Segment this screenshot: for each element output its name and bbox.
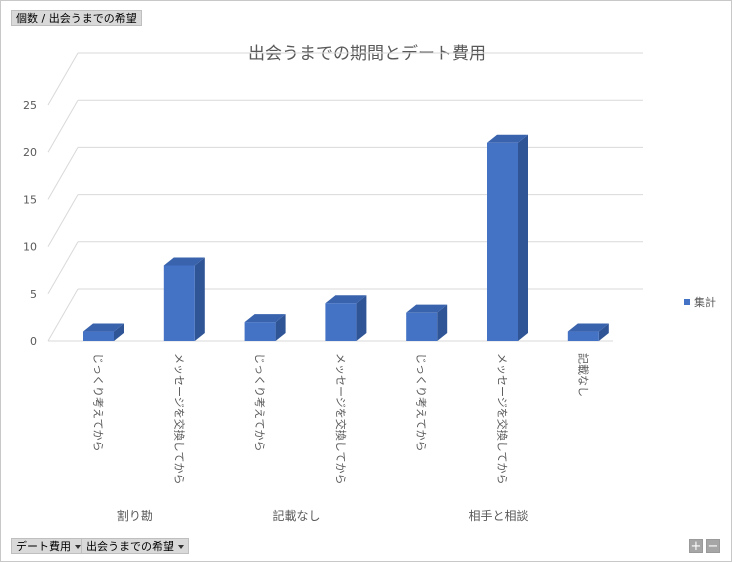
bar-front bbox=[244, 322, 276, 341]
legend-swatch bbox=[684, 299, 690, 305]
bars bbox=[83, 134, 609, 341]
gridline-diagonal bbox=[47, 194, 79, 247]
bar-side bbox=[114, 323, 124, 341]
y-tick-label: 5 bbox=[30, 288, 37, 301]
x-tick-label: メッセージを交換してから bbox=[172, 353, 186, 484]
bar bbox=[487, 134, 528, 341]
gridline-diagonal bbox=[47, 147, 79, 200]
bar-front bbox=[163, 265, 195, 341]
bar bbox=[406, 304, 448, 341]
bar bbox=[163, 257, 205, 341]
x-axis-group-labels: 割り勘 記載なし 相手と相談 bbox=[117, 508, 529, 523]
x-tick-label: じっくり考えてから bbox=[92, 353, 105, 451]
bar-front bbox=[567, 331, 599, 341]
bar-side bbox=[598, 323, 609, 341]
gridline-diagonal bbox=[47, 99, 79, 153]
bar-side bbox=[437, 304, 448, 341]
x-tick-label: じっくり考えてから bbox=[415, 353, 428, 451]
axis-field-button-date-cost[interactable]: デート費用 bbox=[11, 538, 86, 554]
y-tick-label: 25 bbox=[23, 99, 37, 112]
y-tick-label: 20 bbox=[23, 146, 37, 159]
bar bbox=[244, 314, 286, 341]
bar-front bbox=[406, 312, 438, 341]
value-field-button[interactable]: 個数 / 出会うまでの希望 bbox=[11, 10, 142, 26]
y-axis-ticks: 0 5 10 15 20 25 bbox=[23, 99, 37, 348]
axis-field-button-meeting-hope[interactable]: 出会うまでの希望 bbox=[81, 538, 189, 554]
bar-top bbox=[487, 134, 528, 143]
gridlines bbox=[47, 52, 643, 342]
minus-icon: − bbox=[707, 539, 719, 554]
x-tick-label: メッセージを交換してから bbox=[334, 353, 348, 484]
group-label: 記載なし bbox=[272, 508, 320, 523]
group-label: 相手と相談 bbox=[468, 508, 528, 523]
bar-top bbox=[244, 314, 286, 323]
y-tick-label: 0 bbox=[30, 335, 37, 348]
dropdown-arrow-icon bbox=[178, 545, 184, 549]
gridline-diagonal bbox=[47, 52, 79, 106]
x-axis-labels: じっくり考えてから メッセージを交換してから じっくり考えてから メッセージを交換して… bbox=[92, 353, 591, 484]
bar-side bbox=[194, 257, 205, 341]
gridline-diagonal bbox=[47, 288, 79, 342]
bar-top bbox=[163, 257, 205, 266]
bar-front bbox=[487, 142, 518, 341]
legend-label: 集計 bbox=[694, 295, 716, 309]
bar-top bbox=[406, 304, 448, 313]
y-tick-label: 15 bbox=[23, 193, 37, 206]
bar bbox=[567, 323, 609, 341]
bar-front bbox=[325, 303, 357, 341]
x-tick-label: 記載なし bbox=[576, 353, 590, 397]
dropdown-arrow-icon bbox=[75, 545, 81, 549]
collapse-button[interactable]: − bbox=[706, 539, 720, 553]
bar-side bbox=[518, 134, 528, 341]
bar-side bbox=[275, 314, 286, 341]
bar-side bbox=[356, 295, 367, 341]
bar-top bbox=[325, 295, 367, 304]
value-field-label: 個数 / 出会うまでの希望 bbox=[16, 12, 137, 25]
group-label: 割り勘 bbox=[117, 508, 153, 523]
bar bbox=[325, 295, 367, 341]
axis-field-label: 出会うまでの希望 bbox=[86, 540, 174, 553]
bar-top bbox=[567, 323, 609, 332]
bar-top bbox=[83, 323, 124, 332]
gridline-diagonal bbox=[47, 241, 79, 295]
legend: 集計 bbox=[684, 295, 716, 309]
y-tick-label: 10 bbox=[23, 241, 37, 254]
axis-field-label: デート費用 bbox=[16, 540, 71, 553]
x-tick-label: じっくり考えてから bbox=[253, 353, 266, 451]
bar bbox=[83, 323, 124, 341]
plus-icon: + bbox=[690, 539, 702, 554]
expand-button[interactable]: + bbox=[689, 539, 703, 553]
x-tick-label: メッセージを交換してから bbox=[496, 353, 510, 484]
bar-front bbox=[83, 331, 114, 341]
